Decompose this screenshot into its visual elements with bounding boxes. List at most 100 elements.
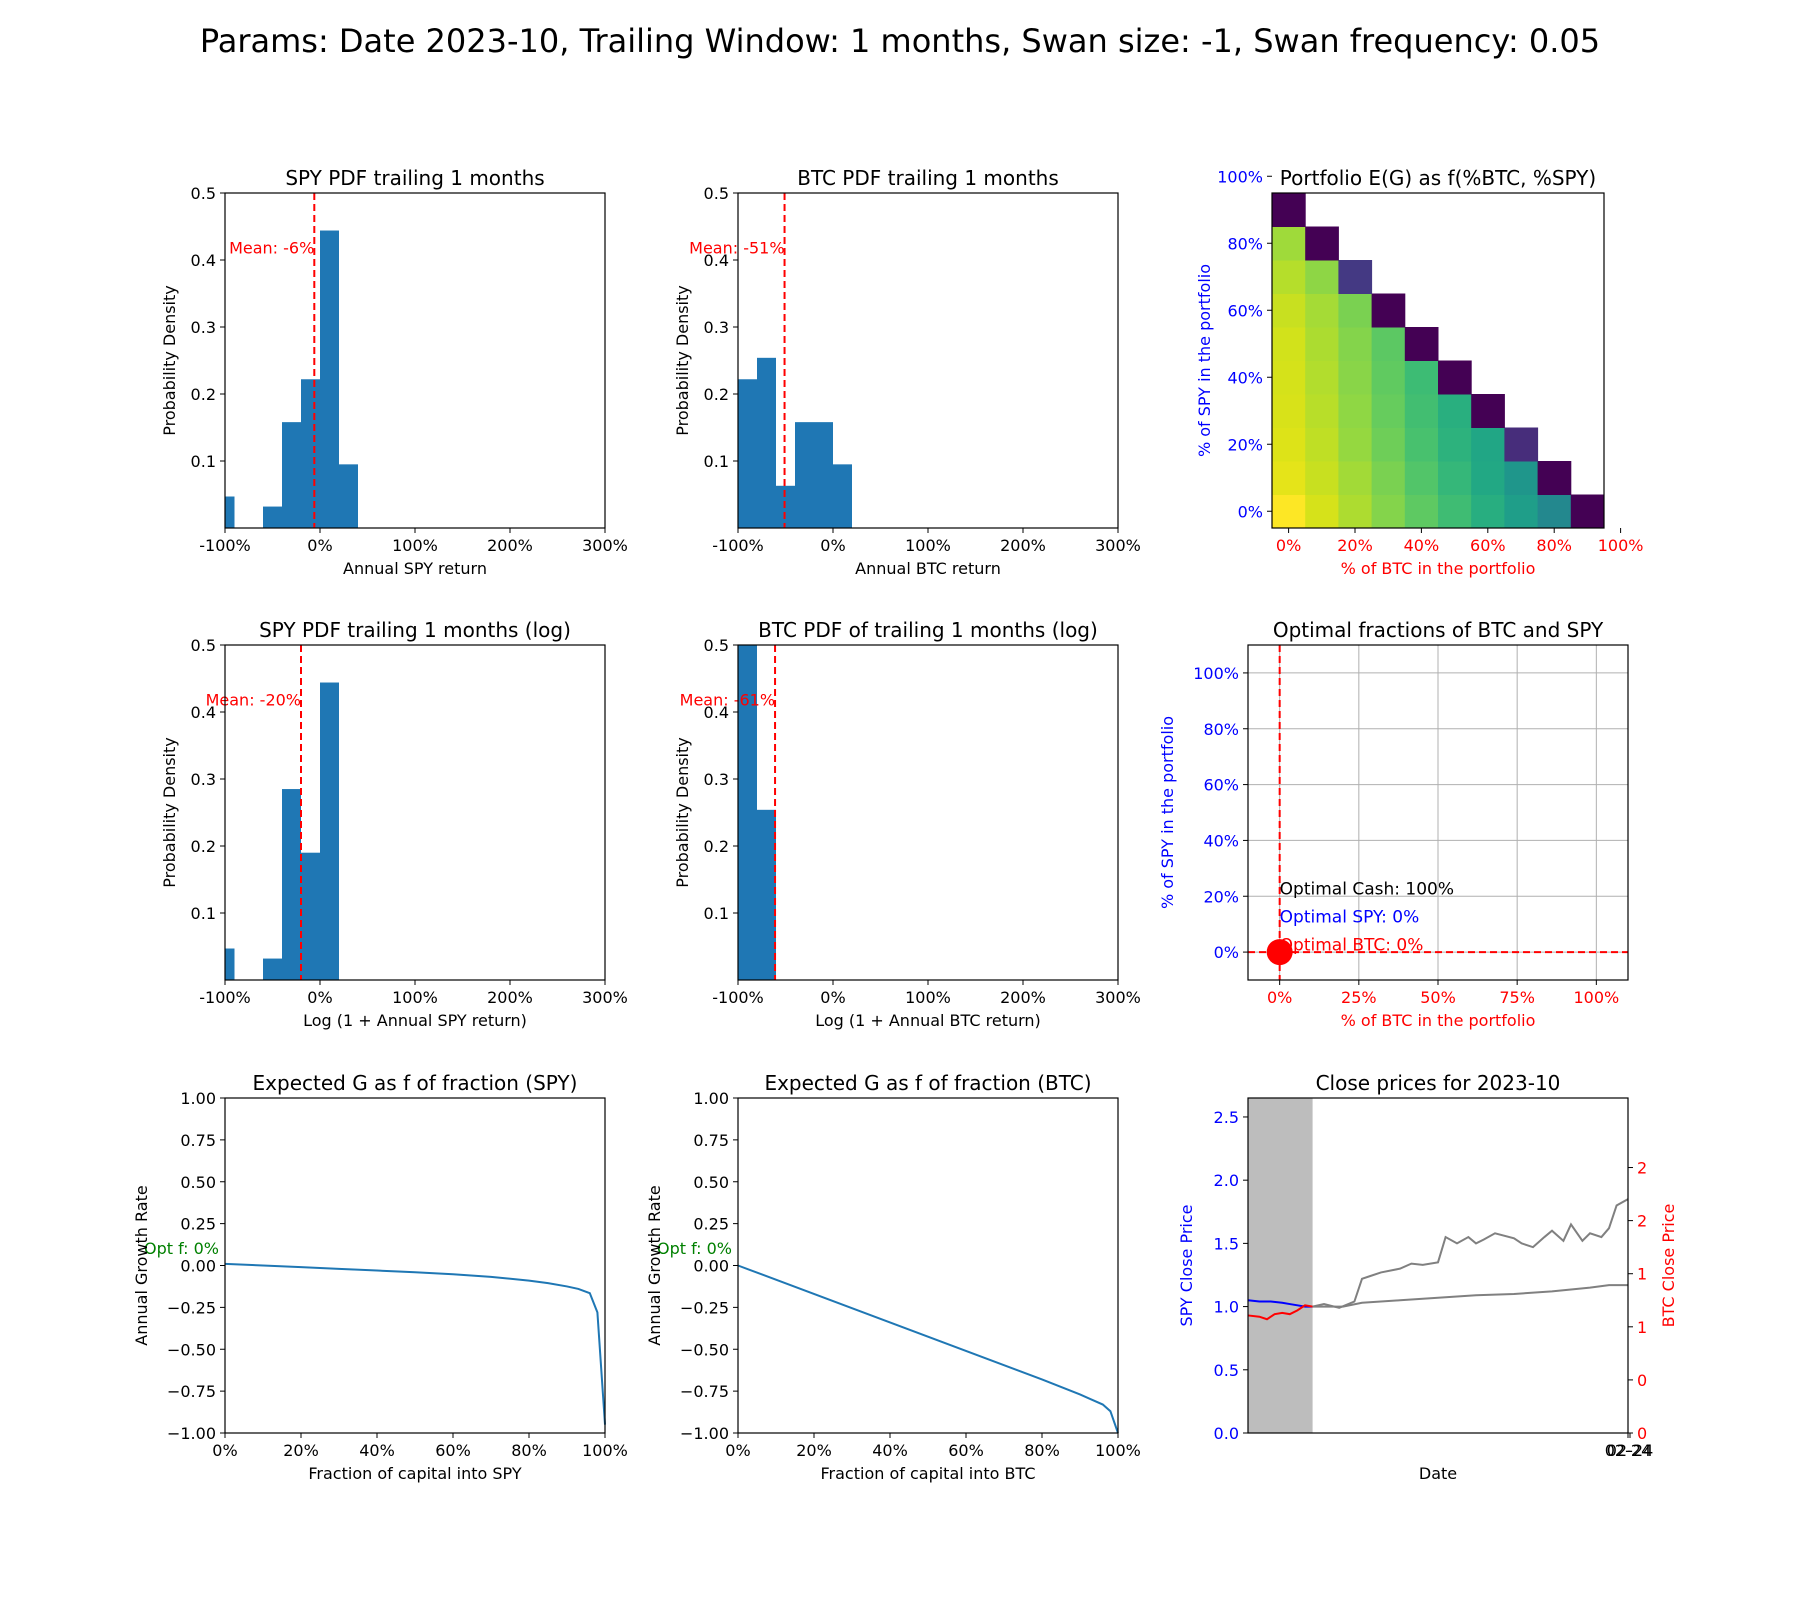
heatmap-cell (1471, 427, 1505, 462)
btc-pdf-bar (833, 464, 852, 528)
heatmap-cell (1570, 494, 1605, 529)
heatmap-cell (1272, 260, 1306, 294)
btc-pdf-ytick-label: 0.1 (704, 452, 729, 471)
spy-growth-ylabel: Annual Growth Rate (132, 1185, 151, 1345)
heatmap-cell (1338, 494, 1373, 529)
heatmap-cell (1371, 427, 1406, 462)
heatmap-cell (1537, 461, 1572, 495)
btc-growth-xlabel: Fraction of capital into BTC (821, 1464, 1036, 1483)
close-prices-series-line (1312, 1284, 1628, 1308)
spy-growth-ytick-label: −0.25 (167, 1298, 216, 1317)
heatmap-cell (1338, 394, 1373, 428)
close-prices-xtick-label: 02-24 (1605, 1441, 1652, 1460)
spy-growth-ytick-label: 0.00 (180, 1257, 216, 1276)
optimal-ytick-label: 80% (1203, 720, 1239, 739)
heatmap-title: Portfolio E(G) as f(%BTC, %SPY) (1280, 166, 1596, 190)
spy-pdf-ytick-label: 0.1 (191, 452, 216, 471)
close-prices-xtick-label: 02-24 (1607, 1441, 1654, 1460)
heatmap-cell (1338, 360, 1373, 395)
spy-pdf-log-xtick-label: 300% (582, 988, 628, 1007)
spy-pdf-ytick-label: 0.4 (191, 251, 216, 270)
btc-pdf-xtick-label: 300% (1095, 536, 1141, 555)
optimal-ytick-label: 60% (1203, 776, 1239, 795)
heatmap-cell (1438, 494, 1472, 529)
btc-pdf-ytick-label: 0.3 (704, 318, 729, 337)
btc-growth-ytick-label: 0.00 (693, 1257, 729, 1276)
spy-pdf-mean-label: Mean: -6% (229, 238, 314, 257)
heatmap-cell (1272, 360, 1306, 395)
optimal-point (1266, 939, 1293, 966)
spy-pdf-log-bar (263, 958, 282, 980)
spy-growth-ytick-label: −1.00 (167, 1424, 216, 1443)
heatmap-ytick-label: 0% (1238, 502, 1263, 521)
close-prices-series-line (1247, 1304, 1313, 1321)
optimal-xtick-label: 75% (1499, 988, 1535, 1007)
heatmap-cell (1404, 394, 1439, 428)
btc-pdf-log-xlabel: Log (1 + Annual BTC return) (815, 1011, 1041, 1030)
btc-growth-ytick-label: 0.25 (693, 1215, 729, 1234)
figure-title: Params: Date 2023-10, Trailing Window: 1… (199, 22, 1601, 60)
spy-pdf-bar (263, 506, 282, 528)
btc-pdf-ylabel: Probability Density (673, 285, 692, 436)
btc-growth-ytick-label: −0.25 (680, 1298, 729, 1317)
spy-pdf-log-ytick-label: 0.2 (191, 837, 216, 856)
optimal-ylabel: % of SPY in the portfolio (1158, 716, 1177, 909)
spy-pdf-xtick-label: -100% (199, 536, 251, 555)
heatmap-cell (1537, 494, 1572, 529)
heatmap-cell (1504, 494, 1539, 529)
heatmap-ylabel: % of SPY in the portfolio (1195, 264, 1214, 457)
btc-pdf-title: BTC PDF trailing 1 months (797, 166, 1059, 190)
heatmap-cell (1272, 494, 1306, 529)
spy-pdf-log-title: SPY PDF trailing 1 months (log) (259, 618, 571, 642)
heatmap-cell (1471, 494, 1505, 529)
btc-growth-axes (737, 1097, 1119, 1434)
close-prices-ytick-label: 0.5 (1214, 1361, 1239, 1380)
btc-pdf-log-bar (757, 809, 776, 980)
heatmap-cell (1371, 327, 1406, 361)
close-prices-ytick-label: 1.0 (1214, 1298, 1239, 1317)
heatmap-cell (1305, 226, 1339, 261)
btc-pdf-log-ylabel: Probability Density (673, 737, 692, 888)
heatmap-cell (1305, 461, 1339, 495)
optimal-annotation: Optimal Cash: 100% (1280, 879, 1454, 899)
btc-growth-ytick-label: 0.75 (693, 1131, 729, 1150)
heatmap-cell (1305, 327, 1339, 361)
spy-pdf-log-bar (282, 789, 301, 980)
spy-pdf-log-xtick-label: 0% (307, 988, 332, 1007)
btc-pdf-xlabel: Annual BTC return (855, 559, 1001, 578)
spy-growth-title: Expected G as f of fraction (SPY) (253, 1071, 578, 1095)
btc-growth-line (737, 1264, 1119, 1434)
btc-pdf-log-bar (738, 645, 757, 980)
spy-growth-opt-label: Opt f: 0% (144, 1239, 219, 1258)
btc-growth-ytick-label: −0.75 (680, 1382, 729, 1401)
heatmap-cell (1272, 394, 1306, 428)
spy-pdf-log-bar (320, 682, 339, 980)
heatmap-cell (1371, 394, 1406, 428)
btc-pdf-log-axes (737, 644, 1119, 981)
btc-pdf-ytick-label: 0.4 (704, 251, 729, 270)
spy-pdf-log-ylabel: Probability Density (160, 737, 179, 888)
spy-growth-ytick-label: −0.50 (167, 1340, 216, 1359)
btc-pdf-log-ytick-label: 0.5 (704, 636, 729, 655)
spy-growth-ytick-label: 0.50 (180, 1173, 216, 1192)
btc-growth-xtick-label: 100% (1095, 1441, 1141, 1460)
close-prices-ytick-label: 1.5 (1214, 1234, 1239, 1253)
heatmap-ytick-label: 100% (1217, 167, 1263, 186)
spy-growth-xtick-label: 0% (212, 1441, 237, 1460)
optimal-xtick-label: 100% (1573, 988, 1619, 1007)
heatmap-cell (1504, 461, 1539, 495)
heatmap-ytick-label: 60% (1227, 301, 1263, 320)
heatmap-cell (1438, 394, 1472, 428)
heatmap-cell (1305, 427, 1339, 462)
spy-pdf-log-ytick-label: 0.3 (191, 770, 216, 789)
heatmap-cell (1272, 293, 1306, 328)
heatmap-cell (1272, 193, 1306, 227)
spy-pdf-title: SPY PDF trailing 1 months (285, 166, 544, 190)
heatmap-cell (1305, 293, 1339, 328)
heatmap-cell (1338, 260, 1373, 294)
optimal-annotation: Optimal BTC: 0% (1280, 935, 1424, 955)
btc-growth-xtick-label: 40% (872, 1441, 908, 1460)
heatmap-cell (1305, 494, 1339, 529)
spy-pdf-log-mean-label: Mean: -20% (206, 690, 301, 709)
close-prices-ytick-right-label: 2 (1637, 1212, 1647, 1231)
